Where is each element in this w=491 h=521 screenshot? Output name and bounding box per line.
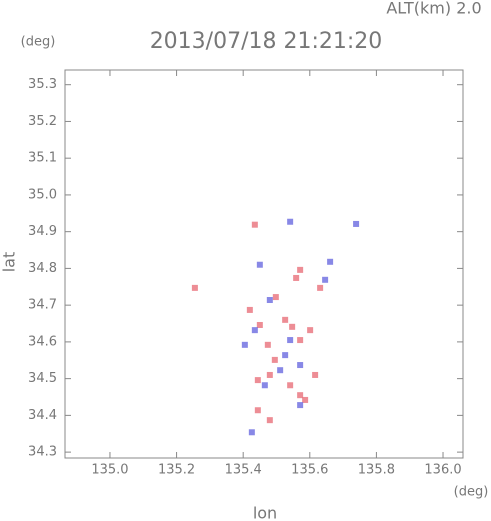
echo-point [293, 274, 300, 281]
echo-point [302, 396, 309, 403]
y-tick-label: 34.9 [28, 224, 57, 239]
echo-point [317, 284, 324, 291]
echo-point [248, 429, 255, 436]
x-unit: (deg) [454, 485, 489, 500]
echo-point [282, 316, 289, 323]
echo-point [297, 402, 304, 409]
echo-point [254, 377, 261, 384]
echo-point [254, 407, 261, 414]
y-tick-label: 34.4 [28, 408, 57, 423]
x-tick-label: 135.8 [358, 463, 395, 478]
x-tick-label: 135.6 [291, 463, 328, 478]
echo-point [307, 327, 314, 334]
y-tick-label: 34.7 [28, 298, 57, 313]
echo-point [353, 220, 360, 227]
y-unit: (deg) [21, 35, 56, 50]
echo-point [272, 294, 279, 301]
x-tick-label: 135.4 [225, 463, 262, 478]
y-tick-label: 35.0 [28, 187, 57, 202]
y-tick-label: 34.5 [28, 371, 57, 386]
echo-point [256, 261, 263, 268]
x-axis-label: lon [253, 504, 277, 521]
altitude-label: ALT(km) 2.0 [386, 0, 481, 18]
echo-point [297, 392, 304, 399]
echo-point [191, 284, 198, 291]
echo-point [282, 352, 289, 359]
x-tick-label: 135.0 [91, 463, 128, 478]
y-tick-label: 34.8 [28, 261, 57, 276]
echo-point [266, 371, 273, 378]
y-tick-label: 34.6 [28, 334, 57, 349]
echo-point [297, 266, 304, 273]
echo-point [287, 337, 294, 344]
x-tick-label: 136.0 [424, 463, 461, 478]
y-tick-label: 34.3 [28, 445, 57, 460]
echo-point [241, 341, 248, 348]
echo-point [261, 382, 268, 389]
echo-point [277, 367, 284, 374]
echo-point [246, 306, 253, 313]
echo-point [271, 356, 278, 363]
echo-point [256, 321, 263, 328]
plot-frame [64, 69, 464, 459]
echo-point [312, 371, 319, 378]
chart-title: 2013/07/18 21:21:20 [150, 29, 383, 54]
y-tick-label: 35.3 [28, 77, 57, 92]
echo-point [297, 337, 304, 344]
y-axis-label: lat [0, 252, 19, 273]
echo-point [297, 362, 304, 369]
x-tick-label: 135.2 [158, 463, 195, 478]
echo-point [287, 218, 294, 225]
echo-point [264, 341, 271, 348]
echo-point [266, 297, 273, 304]
y-tick-label: 35.1 [28, 151, 57, 166]
echo-point [266, 417, 273, 424]
y-tick-label: 35.2 [28, 114, 57, 129]
echo-point [322, 276, 329, 283]
echo-point [251, 221, 258, 228]
echo-point [287, 382, 294, 389]
echo-point [289, 323, 296, 330]
echo-point [327, 258, 334, 265]
echo-point [251, 327, 258, 334]
